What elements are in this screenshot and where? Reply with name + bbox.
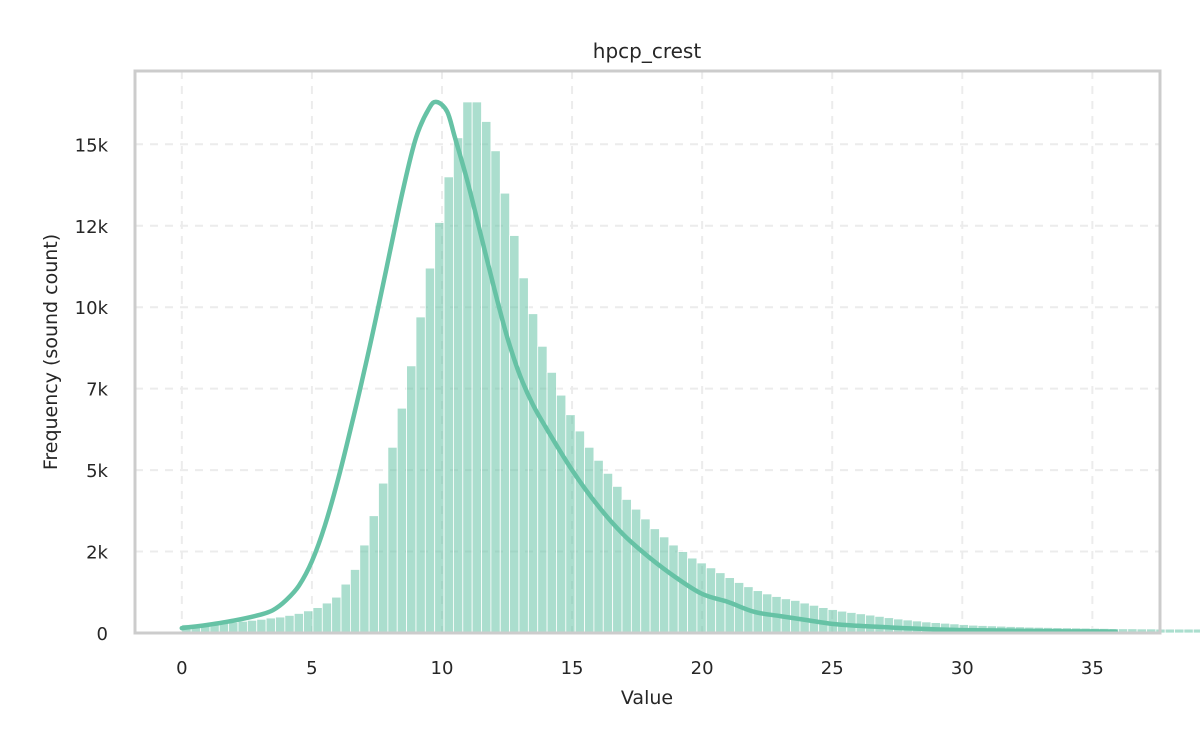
histogram-bar [481, 121, 492, 634]
histogram-bar [1164, 628, 1175, 634]
histogram-bar [565, 414, 576, 634]
histogram-bar [237, 620, 248, 634]
y-tick-label: 5k [86, 461, 108, 482]
histogram-bar [415, 316, 426, 634]
histogram-bar [556, 394, 567, 634]
histogram-bar [453, 137, 464, 634]
histogram-bar [687, 557, 698, 634]
histogram-bar [518, 277, 529, 634]
histogram-bar [584, 446, 595, 634]
histogram-bar [406, 365, 417, 634]
x-tick-label: 30 [951, 658, 974, 679]
y-tick-label: 2k [86, 543, 108, 564]
histogram-bar [350, 569, 361, 634]
y-tick-label: 15k [75, 135, 109, 156]
histogram-bar [509, 235, 520, 634]
histogram-bar [855, 613, 866, 634]
histogram-bar [368, 515, 379, 634]
histogram-bar [424, 267, 436, 634]
histogram-bar [434, 222, 445, 634]
histogram-bar [396, 407, 407, 634]
kde-curve [179, 99, 1119, 634]
histogram-bar [321, 602, 333, 634]
histogram-bar [640, 518, 651, 634]
histogram-bar [612, 485, 623, 634]
x-tick-label: 20 [691, 658, 714, 679]
histogram-bar [1183, 628, 1194, 634]
histogram-bar [630, 508, 642, 634]
chart-title: hpcp_crest [593, 39, 702, 63]
histogram-bar [574, 430, 585, 634]
histogram-bar [228, 621, 239, 634]
histogram-bar [293, 613, 304, 634]
x-tick-labels: 0 5 10 15 20 25 30 35 [176, 658, 1104, 679]
y-tick-label: 10k [75, 298, 109, 319]
histogram-bar [340, 583, 351, 634]
histogram-bar [537, 345, 548, 634]
histogram-bar [1192, 628, 1200, 634]
x-tick-label: 35 [1081, 658, 1104, 679]
histogram-bar [677, 551, 688, 634]
histogram-bar [546, 371, 557, 634]
histogram-bar [490, 150, 501, 634]
histogram-bar [696, 562, 707, 634]
y-tick-label: 7k [86, 380, 108, 401]
y-axis-label: Frequency (sound count) [40, 234, 62, 470]
x-axis-label: Value [621, 687, 673, 709]
histogram-bar [602, 472, 614, 634]
histogram-bar [593, 459, 604, 634]
y-tick-label: 0 [97, 624, 108, 645]
x-tick-label: 10 [431, 658, 454, 679]
kde-layer [179, 99, 1119, 634]
x-tick-label: 15 [561, 658, 584, 679]
histogram-bar [443, 176, 454, 634]
histogram-bar [527, 313, 539, 634]
histogram-bar [668, 544, 679, 634]
histogram-bar [499, 192, 511, 634]
histogram-bar [659, 536, 670, 634]
histogram-bar [827, 609, 838, 634]
histogram-bar [312, 607, 323, 634]
histogram-bar [275, 616, 286, 634]
histogram-bar [284, 615, 295, 634]
histogram-bar [256, 618, 267, 634]
histogram-bar [265, 617, 276, 634]
histogram-bar [865, 614, 876, 634]
plot-frame [133, 69, 1162, 635]
y-tick-labels: 0 2k 5k 7k 10k 12k 15k [75, 135, 109, 645]
histogram-bar [837, 610, 848, 634]
histogram-bar [303, 610, 314, 634]
histogram-bar [378, 482, 389, 634]
histogram-bar [471, 101, 482, 634]
grid-layer [135, 71, 1160, 633]
histogram-bar [649, 528, 660, 634]
x-tick-label: 5 [306, 658, 317, 679]
histogram-bar [846, 612, 857, 634]
histogram-bar [387, 446, 398, 634]
x-tick-label: 25 [821, 658, 844, 679]
histogram-bar [1174, 628, 1185, 634]
x-tick-label: 0 [176, 658, 187, 679]
histogram-bar [246, 619, 258, 634]
y-tick-label: 12k [75, 217, 109, 238]
histogram-bar [359, 544, 370, 634]
histogram-bar [621, 499, 632, 634]
histogram-bar [331, 596, 342, 634]
